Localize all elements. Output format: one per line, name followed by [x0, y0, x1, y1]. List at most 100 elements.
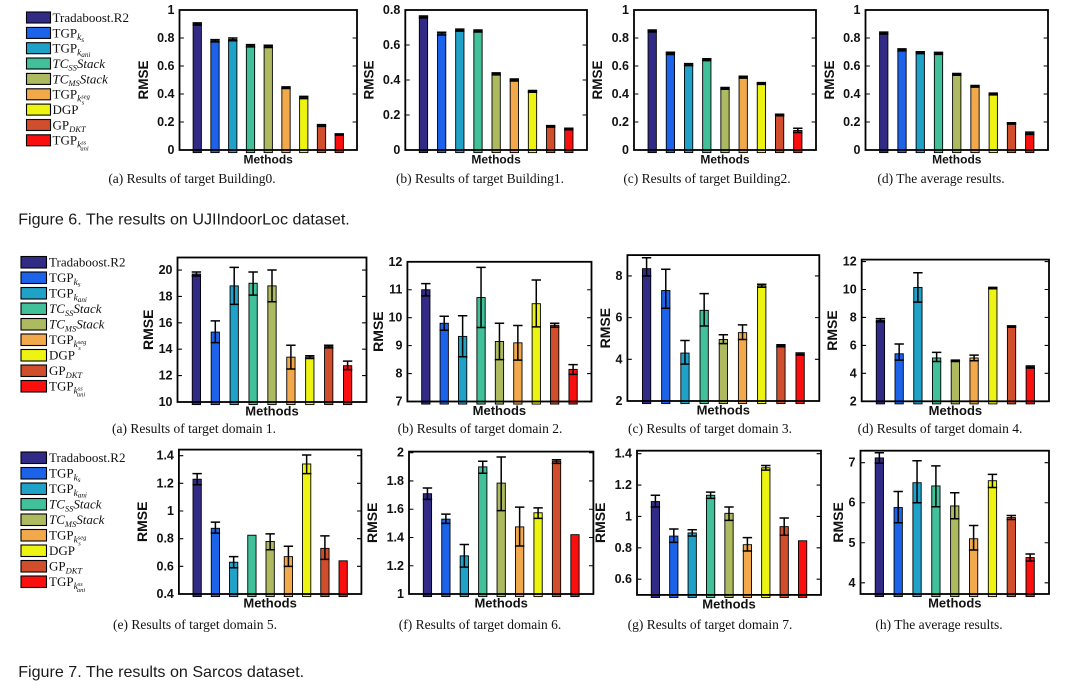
- svg-text:Tradaboost.R2: Tradaboost.R2: [53, 10, 129, 25]
- svg-text:14: 14: [159, 342, 173, 356]
- svg-text:Methods: Methods: [700, 153, 750, 167]
- svg-text:TGPks: TGPks: [49, 270, 81, 289]
- svg-text:0.4: 0.4: [157, 587, 174, 601]
- svg-text:DGP: DGP: [53, 102, 79, 117]
- svg-text:(d) The average results.: (d) The average results.: [877, 171, 1004, 186]
- svg-text:RMSE: RMSE: [136, 60, 151, 99]
- svg-text:0.8: 0.8: [615, 541, 632, 555]
- svg-text:RMSE: RMSE: [824, 310, 840, 350]
- svg-text:1: 1: [854, 3, 861, 17]
- svg-text:Methods: Methods: [243, 596, 296, 611]
- svg-text:10: 10: [388, 311, 402, 325]
- svg-text:Figure 6. The results on UJIIn: Figure 6. The results on UJIIndoorLoc da…: [18, 210, 350, 228]
- svg-text:0.4: 0.4: [157, 87, 174, 101]
- svg-text:0.2: 0.2: [157, 115, 174, 129]
- svg-text:12: 12: [159, 369, 173, 383]
- svg-text:2: 2: [397, 446, 404, 460]
- svg-text:6: 6: [850, 338, 857, 352]
- svg-text:4: 4: [849, 576, 856, 590]
- svg-text:RMSE: RMSE: [830, 502, 846, 542]
- svg-text:11: 11: [389, 283, 402, 297]
- svg-text:20: 20: [159, 263, 173, 277]
- svg-text:1.2: 1.2: [387, 559, 404, 573]
- svg-text:0.8: 0.8: [383, 3, 400, 17]
- svg-text:1: 1: [397, 587, 404, 601]
- svg-text:TCMSStack: TCMSStack: [53, 71, 109, 88]
- svg-text:DGP: DGP: [49, 543, 75, 558]
- svg-text:1: 1: [168, 3, 175, 17]
- svg-text:Methods: Methods: [929, 403, 982, 418]
- svg-text:(a) Results of target Building: (a) Results of target Building0.: [108, 171, 275, 186]
- svg-text:10: 10: [159, 395, 173, 409]
- svg-text:16: 16: [159, 316, 173, 330]
- svg-text:RMSE: RMSE: [362, 60, 377, 99]
- svg-text:0: 0: [622, 143, 629, 157]
- svg-text:0.6: 0.6: [383, 38, 400, 52]
- svg-text:(a) Results of target domain 1: (a) Results of target domain 1.: [112, 421, 276, 436]
- svg-text:0.8: 0.8: [612, 31, 629, 45]
- svg-text:7: 7: [849, 456, 856, 470]
- svg-text:0: 0: [168, 143, 175, 157]
- svg-text:RMSE: RMSE: [590, 60, 605, 99]
- svg-text:TCSSStack: TCSSStack: [53, 56, 106, 73]
- svg-text:1.4: 1.4: [157, 449, 174, 463]
- svg-text:0.6: 0.6: [843, 59, 860, 73]
- svg-text:TCMSStack: TCMSStack: [49, 512, 105, 529]
- svg-text:1: 1: [622, 3, 629, 17]
- svg-text:4: 4: [850, 366, 857, 380]
- svg-text:RMSE: RMSE: [822, 60, 837, 99]
- svg-text:Methods: Methods: [697, 403, 750, 418]
- svg-text:(h) The average results.: (h) The average results.: [875, 617, 1002, 632]
- svg-text:1: 1: [625, 509, 632, 523]
- svg-text:4: 4: [615, 352, 622, 366]
- svg-text:0.6: 0.6: [157, 59, 174, 73]
- svg-text:0.4: 0.4: [612, 87, 629, 101]
- svg-text:Methods: Methods: [928, 596, 981, 611]
- svg-text:(g) Results of target domain 7: (g) Results of target domain 7.: [628, 617, 793, 632]
- svg-text:6: 6: [615, 311, 622, 325]
- svg-text:0.2: 0.2: [383, 108, 400, 122]
- svg-text:Methods: Methods: [245, 404, 298, 419]
- svg-text:RMSE: RMSE: [364, 503, 380, 543]
- svg-text:7: 7: [395, 395, 402, 409]
- svg-text:(f) Results of target domain 6: (f) Results of target domain 6.: [399, 617, 561, 632]
- svg-text:0.8: 0.8: [843, 31, 860, 45]
- svg-text:0: 0: [854, 143, 861, 157]
- svg-text:2: 2: [850, 394, 857, 408]
- svg-text:0.2: 0.2: [612, 115, 629, 129]
- svg-text:1.4: 1.4: [615, 447, 632, 461]
- svg-text:0: 0: [393, 143, 400, 157]
- svg-text:8: 8: [850, 310, 857, 324]
- svg-text:2: 2: [615, 394, 622, 408]
- svg-text:(b) Results of target Building: (b) Results of target Building1.: [396, 171, 564, 186]
- svg-text:6: 6: [849, 496, 856, 510]
- svg-text:12: 12: [388, 255, 402, 269]
- svg-text:1.4: 1.4: [387, 530, 404, 544]
- svg-text:1.2: 1.2: [615, 478, 632, 492]
- svg-text:0.4: 0.4: [383, 73, 400, 87]
- svg-text:12: 12: [843, 255, 857, 269]
- svg-text:RMSE: RMSE: [134, 502, 150, 542]
- svg-text:Methods: Methods: [474, 596, 527, 611]
- svg-text:(d) Results of target domain 4: (d) Results of target domain 4.: [858, 421, 1023, 436]
- svg-text:RMSE: RMSE: [597, 308, 613, 348]
- svg-text:Tradaboost.R2: Tradaboost.R2: [49, 255, 125, 270]
- svg-text:Figure 7. The results on Sarco: Figure 7. The results on Sarcos dataset.: [18, 663, 304, 681]
- svg-text:0.6: 0.6: [615, 572, 632, 586]
- svg-text:10: 10: [843, 283, 857, 297]
- svg-text:1.2: 1.2: [157, 476, 174, 490]
- svg-text:(c) Results of target domain 3: (c) Results of target domain 3.: [628, 421, 792, 436]
- svg-text:18: 18: [159, 289, 173, 303]
- svg-text:0.4: 0.4: [843, 87, 860, 101]
- svg-text:5: 5: [849, 536, 856, 550]
- svg-text:Methods: Methods: [702, 596, 755, 611]
- svg-text:RMSE: RMSE: [140, 310, 156, 350]
- svg-text:TCSSStack: TCSSStack: [49, 301, 102, 318]
- svg-text:0.6: 0.6: [612, 59, 629, 73]
- svg-text:RMSE: RMSE: [370, 311, 386, 351]
- svg-text:(e) Results of target domain 5: (e) Results of target domain 5.: [113, 617, 277, 632]
- svg-text:Methods: Methods: [471, 153, 521, 167]
- svg-text:Methods: Methods: [473, 403, 526, 418]
- svg-text:8: 8: [615, 269, 622, 283]
- svg-text:(b) Results of target domain 2: (b) Results of target domain 2.: [398, 421, 563, 436]
